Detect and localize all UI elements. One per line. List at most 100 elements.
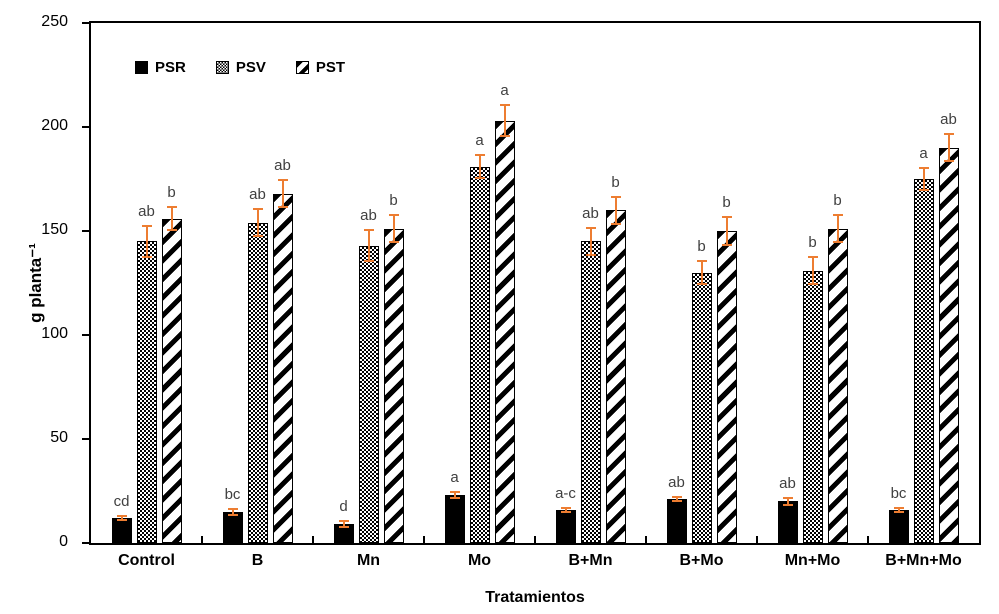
error-bar-cap-bottom: [696, 283, 707, 286]
chart-legend: PSR PSV PST: [135, 59, 345, 76]
error-bar: [478, 154, 481, 179]
x-axis-tick: [201, 536, 203, 543]
bar-psv-b: [247, 222, 268, 543]
x-axis-tick: [312, 536, 314, 543]
error-bar-cap-bottom: [782, 503, 793, 506]
bar-psr-control: [111, 518, 132, 543]
error-bar-cap-bottom: [610, 222, 621, 225]
error-bar-cap-bottom: [560, 510, 571, 513]
error-bar: [947, 133, 950, 163]
x-category-label: Mn+Mo: [784, 552, 841, 569]
significance-letter: a-c: [555, 484, 576, 502]
y-tick-label: 50: [50, 429, 68, 446]
significance-letter: a: [450, 469, 459, 486]
error-bar: [503, 104, 506, 138]
bar-psr-b: [222, 511, 243, 543]
error-bar: [564, 506, 567, 513]
error-bar-cap-bottom: [252, 235, 263, 238]
error-bar-cap-top: [277, 179, 288, 181]
error-bar-cap-bottom: [449, 497, 460, 500]
bar-psr-b+mn: [555, 509, 576, 543]
error-bar-cap-bottom: [474, 177, 485, 179]
significance-letter: ab: [582, 204, 599, 222]
error-bar-cap-top: [721, 216, 732, 219]
error-bar-cap-bottom: [499, 135, 510, 138]
x-axis-tick: [645, 536, 647, 543]
error-bar: [170, 206, 173, 231]
error-bar: [897, 506, 900, 513]
legend-swatch-psr: [135, 61, 148, 74]
error-bar-cap-top: [807, 255, 818, 258]
legend-label: PSV: [235, 59, 266, 76]
x-category-label: B+Mn+Mo: [885, 552, 962, 569]
error-bar-cap-top: [893, 506, 904, 509]
legend-item-pst: PST: [295, 59, 345, 76]
significance-letter: bc: [890, 484, 907, 502]
significance-letter: b: [611, 173, 620, 191]
error-bar-cap-top: [696, 260, 707, 263]
x-axis-tick: [534, 536, 536, 543]
error-bar: [700, 260, 703, 286]
significance-letter: cd: [113, 492, 130, 510]
x-axis-tick: [867, 536, 869, 543]
significance-letter: b: [808, 233, 817, 251]
error-bar-cap-top: [610, 195, 621, 198]
y-tick-label: 250: [41, 13, 68, 30]
error-bar-cap-top: [943, 133, 954, 136]
x-category-label: B: [251, 552, 264, 569]
significance-letter: b: [722, 194, 731, 212]
y-axis-tick: [82, 334, 89, 336]
legend-label: PSR: [155, 59, 186, 76]
error-bar-cap-top: [832, 214, 843, 217]
error-bar-cap-bottom: [227, 513, 238, 516]
error-bar: [281, 179, 284, 209]
significance-letter: a: [475, 132, 484, 150]
error-bar-cap-bottom: [388, 241, 399, 244]
error-bar-cap-top: [166, 206, 177, 209]
y-axis-tick: [82, 126, 89, 128]
error-bar: [836, 214, 839, 244]
error-bar-cap-bottom: [807, 283, 818, 286]
error-bar-cap-bottom: [277, 206, 288, 209]
significance-letter: ab: [668, 474, 685, 492]
error-bar-cap-top: [671, 496, 682, 499]
bar-pst-b: [272, 193, 293, 543]
y-axis-tick: [82, 438, 89, 440]
y-tick-label: 100: [41, 325, 68, 342]
error-bar-cap-top: [449, 491, 460, 493]
bar-pst-mn: [383, 228, 404, 543]
error-bar-cap-top: [782, 497, 793, 500]
error-bar: [614, 195, 617, 225]
error-bar-cap-bottom: [338, 526, 349, 529]
bar-psv-b+mn+mo: [913, 179, 934, 543]
legend-swatch-pst: [295, 61, 309, 74]
legend-item-psv: PSV: [215, 59, 266, 76]
error-bar: [786, 497, 789, 506]
error-bar-cap-top: [474, 154, 485, 157]
y-axis-tick: [82, 542, 89, 544]
y-axis-title: g planta⁻¹: [26, 243, 45, 323]
bar-psr-b+mn+mo: [888, 509, 909, 543]
error-bar-cap-bottom: [141, 256, 152, 259]
error-bar-cap-top: [388, 214, 399, 217]
bar-psv-mo: [469, 166, 490, 543]
error-bar: [256, 208, 259, 238]
error-bar-cap-top: [560, 506, 571, 509]
error-bar-cap-top: [918, 166, 929, 169]
x-category-label: B+Mn: [568, 552, 613, 569]
significance-letter: bc: [224, 485, 241, 503]
error-bar: [392, 214, 395, 244]
bar-pst-b+mn: [605, 210, 626, 543]
x-category-label: Mo: [467, 552, 492, 569]
error-bar-cap-top: [499, 104, 510, 107]
error-bar: [675, 496, 678, 503]
error-bar: [367, 228, 370, 263]
error-bar-cap-top: [363, 228, 374, 231]
bar-psv-b+mo: [691, 272, 712, 543]
significance-letter: ab: [360, 206, 377, 224]
error-bar-cap-bottom: [721, 243, 732, 246]
significance-letter: b: [389, 192, 398, 210]
bar-psv-control: [136, 241, 157, 543]
error-bar-cap-top: [141, 224, 152, 227]
error-bar-cap-top: [338, 520, 349, 523]
